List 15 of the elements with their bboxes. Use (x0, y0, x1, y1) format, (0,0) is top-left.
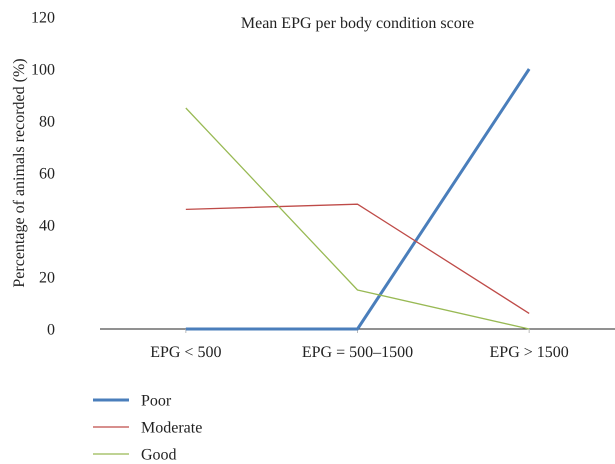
y-tick-label: 20 (39, 270, 55, 287)
y-tick-label: 60 (39, 166, 55, 183)
x-tick-label: EPG > 1500 (490, 344, 569, 361)
legend-label: Poor (141, 392, 172, 410)
y-axis-title: Percentage of animals recorded (%) (11, 58, 28, 288)
y-tick-label: 40 (39, 218, 55, 235)
y-tick-label: 0 (47, 322, 55, 339)
chart-title: Mean EPG per body condition score (240, 15, 474, 32)
y-tick-label: 100 (31, 62, 55, 79)
legend-label: Moderate (141, 420, 202, 437)
x-tick-label: EPG < 500 (150, 344, 222, 361)
legend-label: Good (141, 446, 177, 464)
x-tick-label: EPG = 500–1500 (302, 344, 414, 361)
y-tick-label: 80 (39, 114, 55, 131)
y-tick-label: 120 (31, 10, 55, 27)
